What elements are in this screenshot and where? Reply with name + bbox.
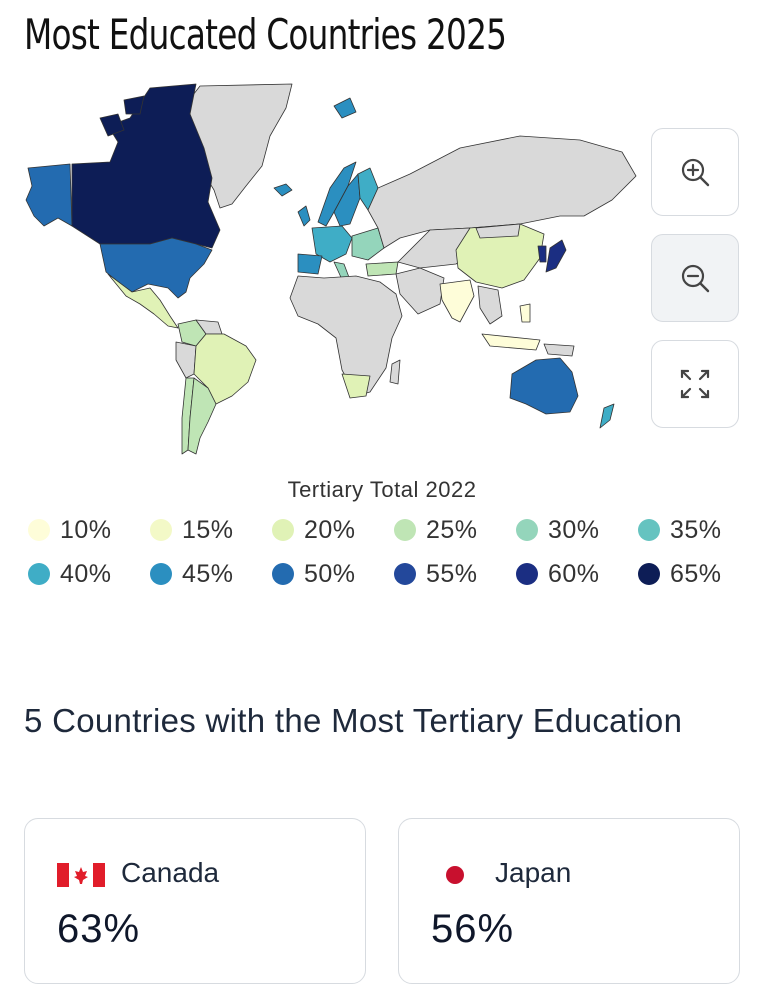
legend-swatch <box>28 519 50 541</box>
region-philippines <box>519 303 531 323</box>
legend-swatch <box>638 519 660 541</box>
region-usa <box>99 237 213 299</box>
legend-label: 55% <box>426 559 478 588</box>
region-india <box>439 279 475 323</box>
legend-item: 40% <box>28 560 150 589</box>
region-turkey <box>365 261 399 277</box>
country-value: 56% <box>431 907 515 951</box>
region-iberia <box>297 253 323 275</box>
region-korea <box>537 245 547 263</box>
legend-item: 30% <box>516 516 638 545</box>
legend-label: 15% <box>182 515 234 544</box>
region-china <box>455 223 545 289</box>
page-title: Most Educated Countries 2025 <box>24 10 507 59</box>
legend-row: 40% 45% 50% 55% 60% 65% <box>28 552 748 596</box>
legend-label: 50% <box>304 559 356 588</box>
region-japan <box>545 239 567 273</box>
country-name: Canada <box>121 857 220 888</box>
region-western-europe <box>311 225 353 263</box>
canada-flag-icon <box>57 863 105 887</box>
legend-label: 60% <box>548 559 600 588</box>
legend-swatch <box>516 563 538 585</box>
legend-swatch <box>272 563 294 585</box>
region-mexico <box>107 273 179 329</box>
region-australia <box>509 357 579 415</box>
region-russia <box>367 135 637 249</box>
zoom-in-icon <box>681 158 710 187</box>
legend-swatch <box>394 563 416 585</box>
region-iceland <box>273 183 293 197</box>
legend-row: 10% 15% 20% 25% 30% 35% <box>28 508 748 552</box>
region-alaska <box>25 163 73 227</box>
region-mongolia <box>475 223 521 239</box>
legend-swatch <box>150 519 172 541</box>
legend-title: Tertiary Total 2022 <box>287 477 477 502</box>
legend-item: 50% <box>272 560 394 589</box>
legend-item: 45% <box>150 560 272 589</box>
country-value: 63% <box>57 907 141 951</box>
legend-label: 20% <box>304 515 356 544</box>
legend-label: 30% <box>548 515 600 544</box>
legend-item: 60% <box>516 560 638 589</box>
legend-item: 25% <box>394 516 516 545</box>
region-uk <box>297 205 311 227</box>
legend-swatch <box>516 519 538 541</box>
region-brazil <box>193 333 257 405</box>
legend-label: 45% <box>182 559 234 588</box>
world-map[interactable] <box>0 78 764 468</box>
region-new-zealand <box>599 403 615 429</box>
section-title: 5 Countries with the Most Tertiary Educa… <box>24 702 683 739</box>
zoom-out-button[interactable] <box>651 234 739 322</box>
expand-icon <box>680 369 710 399</box>
region-se-asia <box>477 285 503 325</box>
region-peru <box>175 341 197 379</box>
map-legend: 10% 15% 20% 25% 30% 35% 40% 45% 50% 55% … <box>28 508 748 596</box>
legend-swatch <box>28 563 50 585</box>
region-png <box>543 343 575 357</box>
fullscreen-button[interactable] <box>651 340 739 428</box>
legend-label: 35% <box>670 515 722 544</box>
region-argentina <box>187 377 217 455</box>
legend-label: 65% <box>670 559 722 588</box>
region-norway <box>317 161 357 227</box>
region-eastern-europe <box>351 227 385 261</box>
country-name: Japan <box>495 857 572 888</box>
legend-label: 25% <box>426 515 478 544</box>
legend-swatch <box>394 519 416 541</box>
legend-label: 40% <box>60 559 112 588</box>
region-middle-east <box>395 267 445 315</box>
legend-item: 55% <box>394 560 516 589</box>
legend-label: 10% <box>60 515 112 544</box>
region-indonesia <box>481 333 541 351</box>
country-card-canada[interactable]: Canada 63% <box>24 818 366 984</box>
legend-item: 15% <box>150 516 272 545</box>
japan-flag-icon <box>431 863 479 887</box>
legend-item: 35% <box>638 516 738 545</box>
zoom-out-icon <box>681 264 710 293</box>
legend-swatch <box>272 519 294 541</box>
legend-item: 65% <box>638 560 738 589</box>
region-madagascar <box>389 359 401 385</box>
country-card-japan[interactable]: Japan 56% <box>398 818 740 984</box>
zoom-in-button[interactable] <box>651 128 739 216</box>
legend-item: 20% <box>272 516 394 545</box>
region-south-africa <box>341 373 371 399</box>
region-africa <box>289 275 403 397</box>
legend-swatch <box>638 563 660 585</box>
legend-swatch <box>150 563 172 585</box>
legend-item: 10% <box>28 516 150 545</box>
